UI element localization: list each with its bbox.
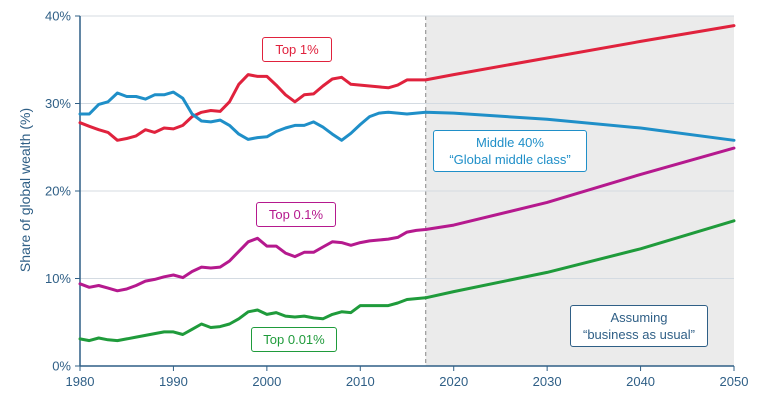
label-top-0-01-text: Top 0.01% [263, 332, 325, 347]
projection-note: Assuming “business as usual” [570, 305, 708, 347]
label-top-0-1: Top 0.1% [256, 202, 336, 227]
label-middle-40-line2: “Global middle class” [449, 152, 571, 167]
label-top-0-1-text: Top 0.1% [268, 207, 324, 222]
label-middle-40: Middle 40% “Global middle class” [433, 130, 587, 172]
y-tick-label-3: 30% [45, 96, 71, 111]
projection-note-line1: Assuming [610, 310, 668, 325]
x-tick-label-7: 2050 [720, 374, 749, 389]
y-tick-label-2: 20% [45, 184, 71, 199]
y-axis-label: Share of global wealth (%) [17, 108, 33, 272]
label-top-0-01: Top 0.01% [251, 327, 337, 352]
series-line-0 [78, 24, 736, 142]
y-tick-label-0: 0% [52, 359, 71, 374]
label-middle-40-line1: Middle 40% [476, 135, 544, 150]
label-top-1: Top 1% [262, 37, 332, 62]
label-top-1-text: Top 1% [275, 42, 319, 57]
axes [75, 15, 735, 371]
series-line-1 [78, 90, 736, 142]
y-tick-label-4: 40% [45, 9, 71, 24]
x-tick-label-4: 2020 [439, 374, 468, 389]
x-tick-label-0: 1980 [66, 374, 95, 389]
x-tick-label-2: 2000 [252, 374, 281, 389]
x-tick-label-1: 1990 [159, 374, 188, 389]
x-tick-label-6: 2040 [626, 374, 655, 389]
series-lines [78, 24, 736, 343]
grid [80, 15, 734, 279]
tick-labels: 0% 10% 20% 30% 40% 1980 1990 2000 2010 2020 2030 20… [45, 9, 748, 390]
x-tick-label-3: 2010 [346, 374, 375, 389]
projection-note-line2: “business as usual” [583, 327, 695, 342]
x-tick-label-5: 2030 [533, 374, 562, 389]
y-tick-label-1: 10% [45, 271, 71, 286]
series-line-2 [78, 146, 736, 293]
series-line-3 [78, 219, 736, 343]
